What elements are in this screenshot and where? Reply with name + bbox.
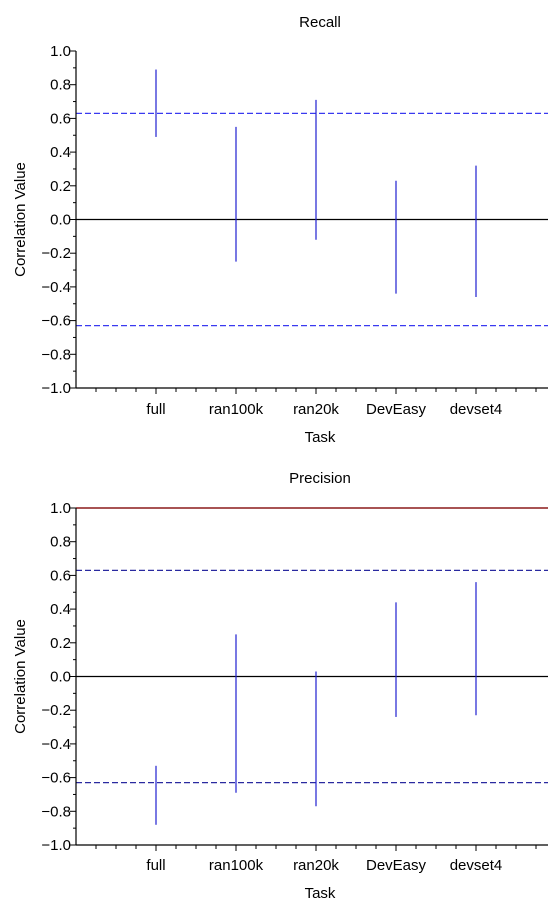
- y-axis-label: Correlation Value: [12, 619, 29, 734]
- x-tick-label: DevEasy: [366, 401, 427, 418]
- x-tick-label: full: [146, 401, 165, 418]
- y-tick-label: 0.0: [50, 212, 71, 229]
- y-tick-label: 0.4: [50, 144, 71, 161]
- y-tick-label: 0.6: [50, 110, 71, 127]
- x-tick-label: devset4: [450, 857, 503, 874]
- chart-panel-precision: Precision 1.0 0.8 0.6 0.4 0.2 0.0 −0.2 −0.4 −0.6 −…: [12, 470, 548, 901]
- x-axis-label: Task: [305, 429, 336, 446]
- y-tick-label: 0.6: [50, 567, 71, 584]
- y-tick-label: −0.8: [41, 803, 71, 820]
- y-tick-label: 0.0: [50, 669, 71, 686]
- y-tick-label: −0.2: [41, 702, 71, 719]
- y-tick-label: −0.6: [41, 770, 71, 787]
- x-tick-label: ran100k: [209, 401, 264, 418]
- y-tick-label: 0.4: [50, 601, 71, 618]
- y-tick-label: −0.8: [41, 346, 71, 363]
- x-tick-label: devset4: [450, 401, 503, 418]
- y-axis-label: Correlation Value: [12, 162, 29, 277]
- y-tick-label: −0.4: [41, 736, 71, 753]
- y-tick-label: −0.2: [41, 245, 71, 262]
- x-tick-label: ran100k: [209, 857, 264, 874]
- chart-panel-recall: Recall 1.0 0.8 0.6 0.4 0.2 0.0 −0.2 −0.4 −0.6 −0.8…: [12, 14, 548, 446]
- x-tick-label: full: [146, 857, 165, 874]
- y-tick-label: −1.0: [41, 837, 71, 854]
- x-tick-label: ran20k: [293, 857, 339, 874]
- y-tick-label: −0.6: [41, 313, 71, 330]
- y-tick-label: 0.2: [50, 178, 71, 195]
- y-tick-label: 1.0: [50, 43, 71, 60]
- y-tick-label: 1.0: [50, 500, 71, 517]
- x-tick-label: ran20k: [293, 401, 339, 418]
- y-tick-label: 0.8: [50, 77, 71, 94]
- y-tick-label: −1.0: [41, 380, 71, 397]
- x-axis-label: Task: [305, 885, 336, 901]
- y-tick-label: −0.4: [41, 279, 71, 296]
- x-tick-label: DevEasy: [366, 857, 427, 874]
- chart-title: Precision: [289, 470, 351, 487]
- y-tick-label: 0.8: [50, 534, 71, 551]
- chart-title: Recall: [299, 14, 341, 31]
- y-tick-label: 0.2: [50, 635, 71, 652]
